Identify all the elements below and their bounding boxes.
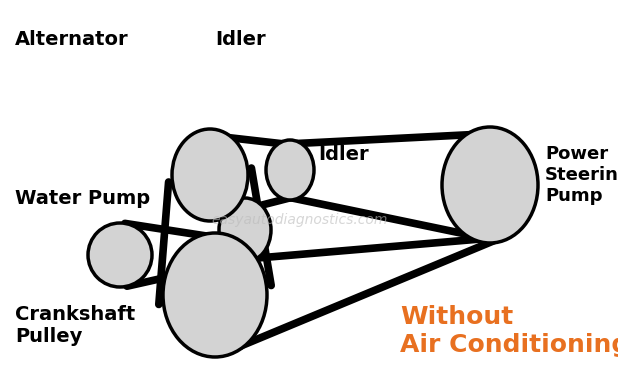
Text: Idler: Idler xyxy=(215,30,266,49)
Text: Alternator: Alternator xyxy=(15,30,129,49)
Ellipse shape xyxy=(266,140,314,200)
Ellipse shape xyxy=(219,198,271,262)
Ellipse shape xyxy=(163,233,267,357)
Text: Without
Air Conditioning: Without Air Conditioning xyxy=(400,305,618,357)
Ellipse shape xyxy=(442,127,538,243)
Text: Water Pump: Water Pump xyxy=(15,189,150,207)
Ellipse shape xyxy=(172,129,248,221)
Text: Idler: Idler xyxy=(318,146,368,165)
Text: Crankshaft
Pulley: Crankshaft Pulley xyxy=(15,305,135,346)
Ellipse shape xyxy=(88,223,152,287)
Text: easyautodiagnostics.com: easyautodiagnostics.com xyxy=(212,213,388,227)
Text: Power
Steering
Pump: Power Steering Pump xyxy=(545,145,618,205)
